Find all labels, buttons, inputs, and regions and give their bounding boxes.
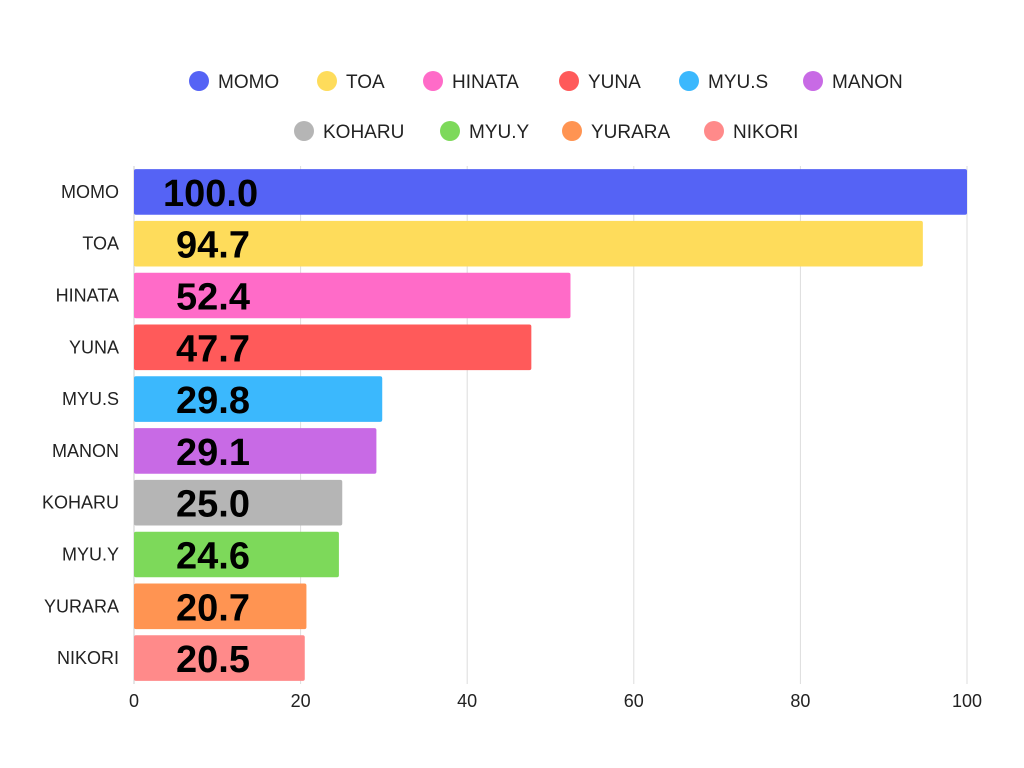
category-label-myu-s: MYU.S <box>62 389 119 409</box>
legend-swatch-momo <box>189 71 209 91</box>
legend-item-yuna[interactable]: YUNA <box>559 71 641 93</box>
category-label-manon: MANON <box>52 441 119 461</box>
tick-label-80: 80 <box>790 691 810 711</box>
category-label-myu-y: MYU.Y <box>62 545 119 565</box>
legend-label-yuna: YUNA <box>588 72 641 93</box>
value-label-myu-y: 24.6 <box>176 536 250 578</box>
value-label-yuna: 47.7 <box>176 328 250 370</box>
legend-item-yurara[interactable]: YURARA <box>562 121 671 143</box>
legend-swatch-manon <box>803 71 823 91</box>
legend-item-hinata[interactable]: HINATA <box>423 71 519 93</box>
legend-label-manon: MANON <box>832 72 903 93</box>
bar-myu-y[interactable] <box>134 531 339 578</box>
legend-label-nikori: NIKORI <box>733 122 798 143</box>
legend-item-manon[interactable]: MANON <box>803 71 903 93</box>
bar-nikori[interactable] <box>134 635 305 681</box>
bar-hinata[interactable] <box>134 272 571 319</box>
category-label-koharu: KOHARU <box>42 493 119 513</box>
legend-swatch-yurara <box>562 121 582 141</box>
legend-item-nikori[interactable]: NIKORI <box>704 121 798 143</box>
legend-swatch-toa <box>317 71 337 91</box>
category-label-hinata: HINATA <box>56 286 119 306</box>
legend-swatch-yuna <box>559 71 579 91</box>
bar-koharu[interactable] <box>134 479 343 526</box>
tick-label-20: 20 <box>291 691 311 711</box>
value-label-momo: 100.0 <box>163 173 258 215</box>
value-axis: 0 20 40 60 80 100 <box>129 691 982 711</box>
value-label-koharu: 25.0 <box>176 484 250 526</box>
tick-label-100: 100 <box>952 691 982 711</box>
tick-label-40: 40 <box>457 691 477 711</box>
legend-label-toa: TOA <box>346 72 385 93</box>
bar-manon[interactable] <box>134 428 377 474</box>
legend-swatch-nikori <box>704 121 724 141</box>
legend-swatch-hinata <box>423 71 443 91</box>
legend-label-koharu: KOHARU <box>323 122 404 143</box>
legend-swatch-koharu <box>294 121 314 141</box>
category-axis: MOMO TOA HINATA YUNA MYU.S MANON KOHARU MYU.Y YU… <box>42 182 119 668</box>
legend-item-koharu[interactable]: KOHARU <box>294 121 404 143</box>
bar-toa[interactable] <box>134 220 923 267</box>
legend-label-momo: MOMO <box>218 72 279 93</box>
legend-swatch-myu-y <box>440 121 460 141</box>
category-label-yurara: YURARA <box>44 596 119 616</box>
tick-label-0: 0 <box>129 691 139 711</box>
value-label-yurara: 20.7 <box>176 587 250 629</box>
bar-momo[interactable] <box>134 169 967 215</box>
category-label-toa: TOA <box>82 234 119 254</box>
category-label-yuna: YUNA <box>69 337 119 357</box>
category-label-momo: MOMO <box>61 182 119 202</box>
value-labels: 100.0 94.7 52.4 47.7 29.8 29.1 25.0 24.6 20.7 20.… <box>163 173 258 681</box>
value-label-toa: 94.7 <box>176 225 250 267</box>
legend-label-myu-y: MYU.Y <box>469 122 530 143</box>
bar-yuna[interactable] <box>134 324 532 371</box>
legend-item-myu-y[interactable]: MYU.Y <box>440 121 530 143</box>
legend-item-myu-s[interactable]: MYU.S <box>679 71 768 93</box>
value-label-myu-s: 29.8 <box>176 380 250 422</box>
legend-item-toa[interactable]: TOA <box>317 71 385 93</box>
tick-label-60: 60 <box>624 691 644 711</box>
value-label-nikori: 20.5 <box>176 639 250 681</box>
value-label-manon: 29.1 <box>176 432 250 474</box>
category-label-nikori: NIKORI <box>57 648 119 668</box>
legend-label-hinata: HINATA <box>452 72 519 93</box>
legend-label-myu-s: MYU.S <box>708 72 768 93</box>
value-label-hinata: 52.4 <box>176 277 250 319</box>
legend-item-momo[interactable]: MOMO <box>189 71 279 93</box>
bar-myu-s[interactable] <box>134 376 383 422</box>
legend-label-yurara: YURARA <box>591 122 671 143</box>
bars <box>134 169 967 681</box>
bar-yurara[interactable] <box>134 583 307 630</box>
legend: MOMO TOA HINATA YUNA MYU.S MANON KOHARU MYU.Y YU… <box>189 71 903 143</box>
legend-swatch-myu-s <box>679 71 699 91</box>
